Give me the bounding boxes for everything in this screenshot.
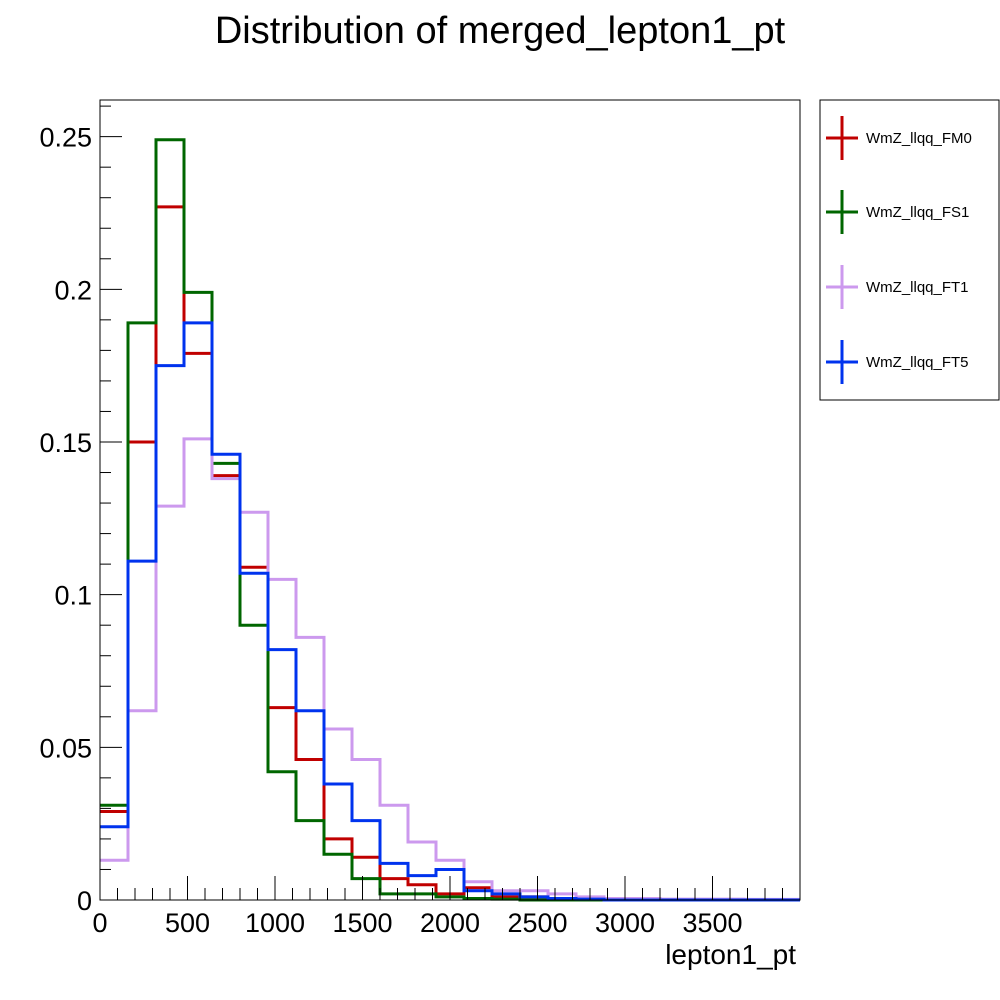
legend-entry: WmZ_llqq_FT1 — [826, 265, 969, 309]
y-tick-label: 0.25 — [39, 123, 92, 153]
series-line — [100, 437, 800, 901]
x-tick-label: 500 — [165, 908, 210, 938]
legend: WmZ_llqq_FM0 WmZ_llqq_FS1 WmZ_llqq_FT1 WmZ_… — [819, 99, 1000, 401]
chart-title: Distribution of merged_lepton1_pt — [214, 10, 786, 52]
legend-entry: WmZ_llqq_FT5 — [826, 340, 969, 384]
legend-label: WmZ_llqq_FS1 — [866, 204, 969, 221]
y-tick-label: 0.1 — [54, 581, 92, 611]
legend-entry: WmZ_llqq_FM0 — [826, 116, 972, 160]
x-tick-label: 0 — [92, 908, 107, 938]
axis-ticks — [99, 105, 801, 901]
x-tick-label: 2500 — [507, 908, 567, 938]
legend-label: WmZ_llqq_FT5 — [866, 354, 969, 371]
y-tick-label: 0 — [77, 886, 92, 916]
legend-label: WmZ_llqq_FM0 — [866, 130, 972, 147]
legend-entry: WmZ_llqq_FS1 — [826, 190, 969, 234]
x-axis-label: lepton1_pt — [665, 939, 796, 970]
y-tick-label: 0.15 — [39, 428, 92, 458]
x-tick-label: 3000 — [595, 908, 655, 938]
series-layer — [100, 138, 800, 902]
tick-labels: 0 500 1000 1500 2000 2500 3000 3500 0 0.05 0.1 0.15… — [39, 123, 742, 938]
x-tick-label: 1000 — [245, 908, 305, 938]
legend-label: WmZ_llqq_FT1 — [866, 279, 969, 296]
series-line — [100, 138, 800, 902]
plot-frame — [99, 99, 801, 901]
series-line — [100, 205, 800, 902]
legend-box — [819, 99, 1000, 401]
x-tick-label: 3500 — [682, 908, 742, 938]
x-tick-label: 1500 — [332, 908, 392, 938]
series-line — [100, 321, 800, 902]
y-tick-label: 0.05 — [39, 733, 92, 763]
y-tick-label: 0.2 — [54, 275, 92, 305]
x-tick-label: 2000 — [420, 908, 480, 938]
